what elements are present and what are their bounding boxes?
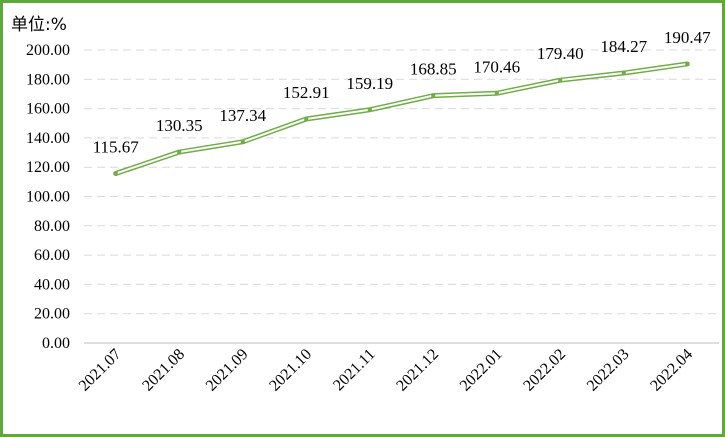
y-tick-label: 160.00: [26, 101, 70, 118]
data-point: [621, 71, 626, 76]
y-tick-label: 100.00: [26, 189, 70, 206]
data-label: 159.19: [346, 74, 393, 93]
data-point: [304, 116, 309, 121]
y-tick-label: 0.00: [42, 335, 70, 352]
unit-label: 单位:%: [11, 15, 67, 35]
y-tick-label: 140.00: [26, 130, 70, 147]
data-point: [494, 91, 499, 96]
data-label: 168.85: [410, 60, 457, 79]
x-tick-label: 2022.02: [520, 346, 569, 395]
data-label: 184.27: [600, 37, 647, 56]
x-tick-label: 2021.07: [76, 346, 125, 395]
y-axis-ticks: 0.00 20.00 40.00 60.00 80.00 100.00 120.00 140.…: [26, 42, 70, 352]
data-label: 190.47: [664, 28, 711, 47]
x-axis-ticks: 2021.07 2021.08 2021.09 2021.10 2021.11 2021.…: [76, 346, 696, 395]
y-tick-label: 200.00: [26, 42, 70, 59]
data-point: [685, 61, 690, 66]
data-point: [558, 78, 563, 83]
y-tick-label: 180.00: [26, 71, 70, 88]
data-point: [113, 171, 118, 176]
y-tick-label: 60.00: [34, 247, 70, 264]
x-tick-label: 2021.09: [203, 346, 252, 395]
x-tick-label: 2021.10: [266, 346, 315, 395]
data-label: 152.91: [283, 83, 330, 102]
x-tick-label: 2021.12: [393, 346, 442, 395]
data-point: [367, 107, 372, 112]
line-chart: 单位:% 0.00 20.00 40.00 60.00 80.00 100.00 120.0…: [11, 15, 719, 395]
data-point: [431, 93, 436, 98]
data-label: 170.46: [473, 57, 520, 76]
series-line-inner: [114, 62, 689, 175]
data-label: 179.40: [537, 44, 584, 63]
y-tick-label: 120.00: [26, 159, 70, 176]
x-tick-label: 2022.04: [647, 346, 696, 395]
grid-lines: [84, 49, 719, 344]
data-label: 137.34: [219, 106, 266, 125]
x-tick-label: 2022.01: [457, 346, 506, 395]
series-line: [113, 61, 690, 177]
data-label: 130.35: [156, 116, 203, 135]
y-tick-label: 40.00: [34, 276, 70, 293]
data-label: 115.67: [93, 138, 140, 157]
x-tick-label: 2021.11: [330, 346, 378, 394]
y-tick-label: 80.00: [34, 218, 70, 235]
data-point: [177, 150, 182, 155]
data-labels: 115.67 130.35 137.34 152.91 159.19 168.85 170.…: [93, 28, 711, 157]
data-point: [240, 139, 245, 144]
x-tick-label: 2022.03: [584, 346, 633, 395]
y-tick-label: 20.00: [34, 306, 70, 323]
x-tick-label: 2021.08: [139, 346, 188, 395]
